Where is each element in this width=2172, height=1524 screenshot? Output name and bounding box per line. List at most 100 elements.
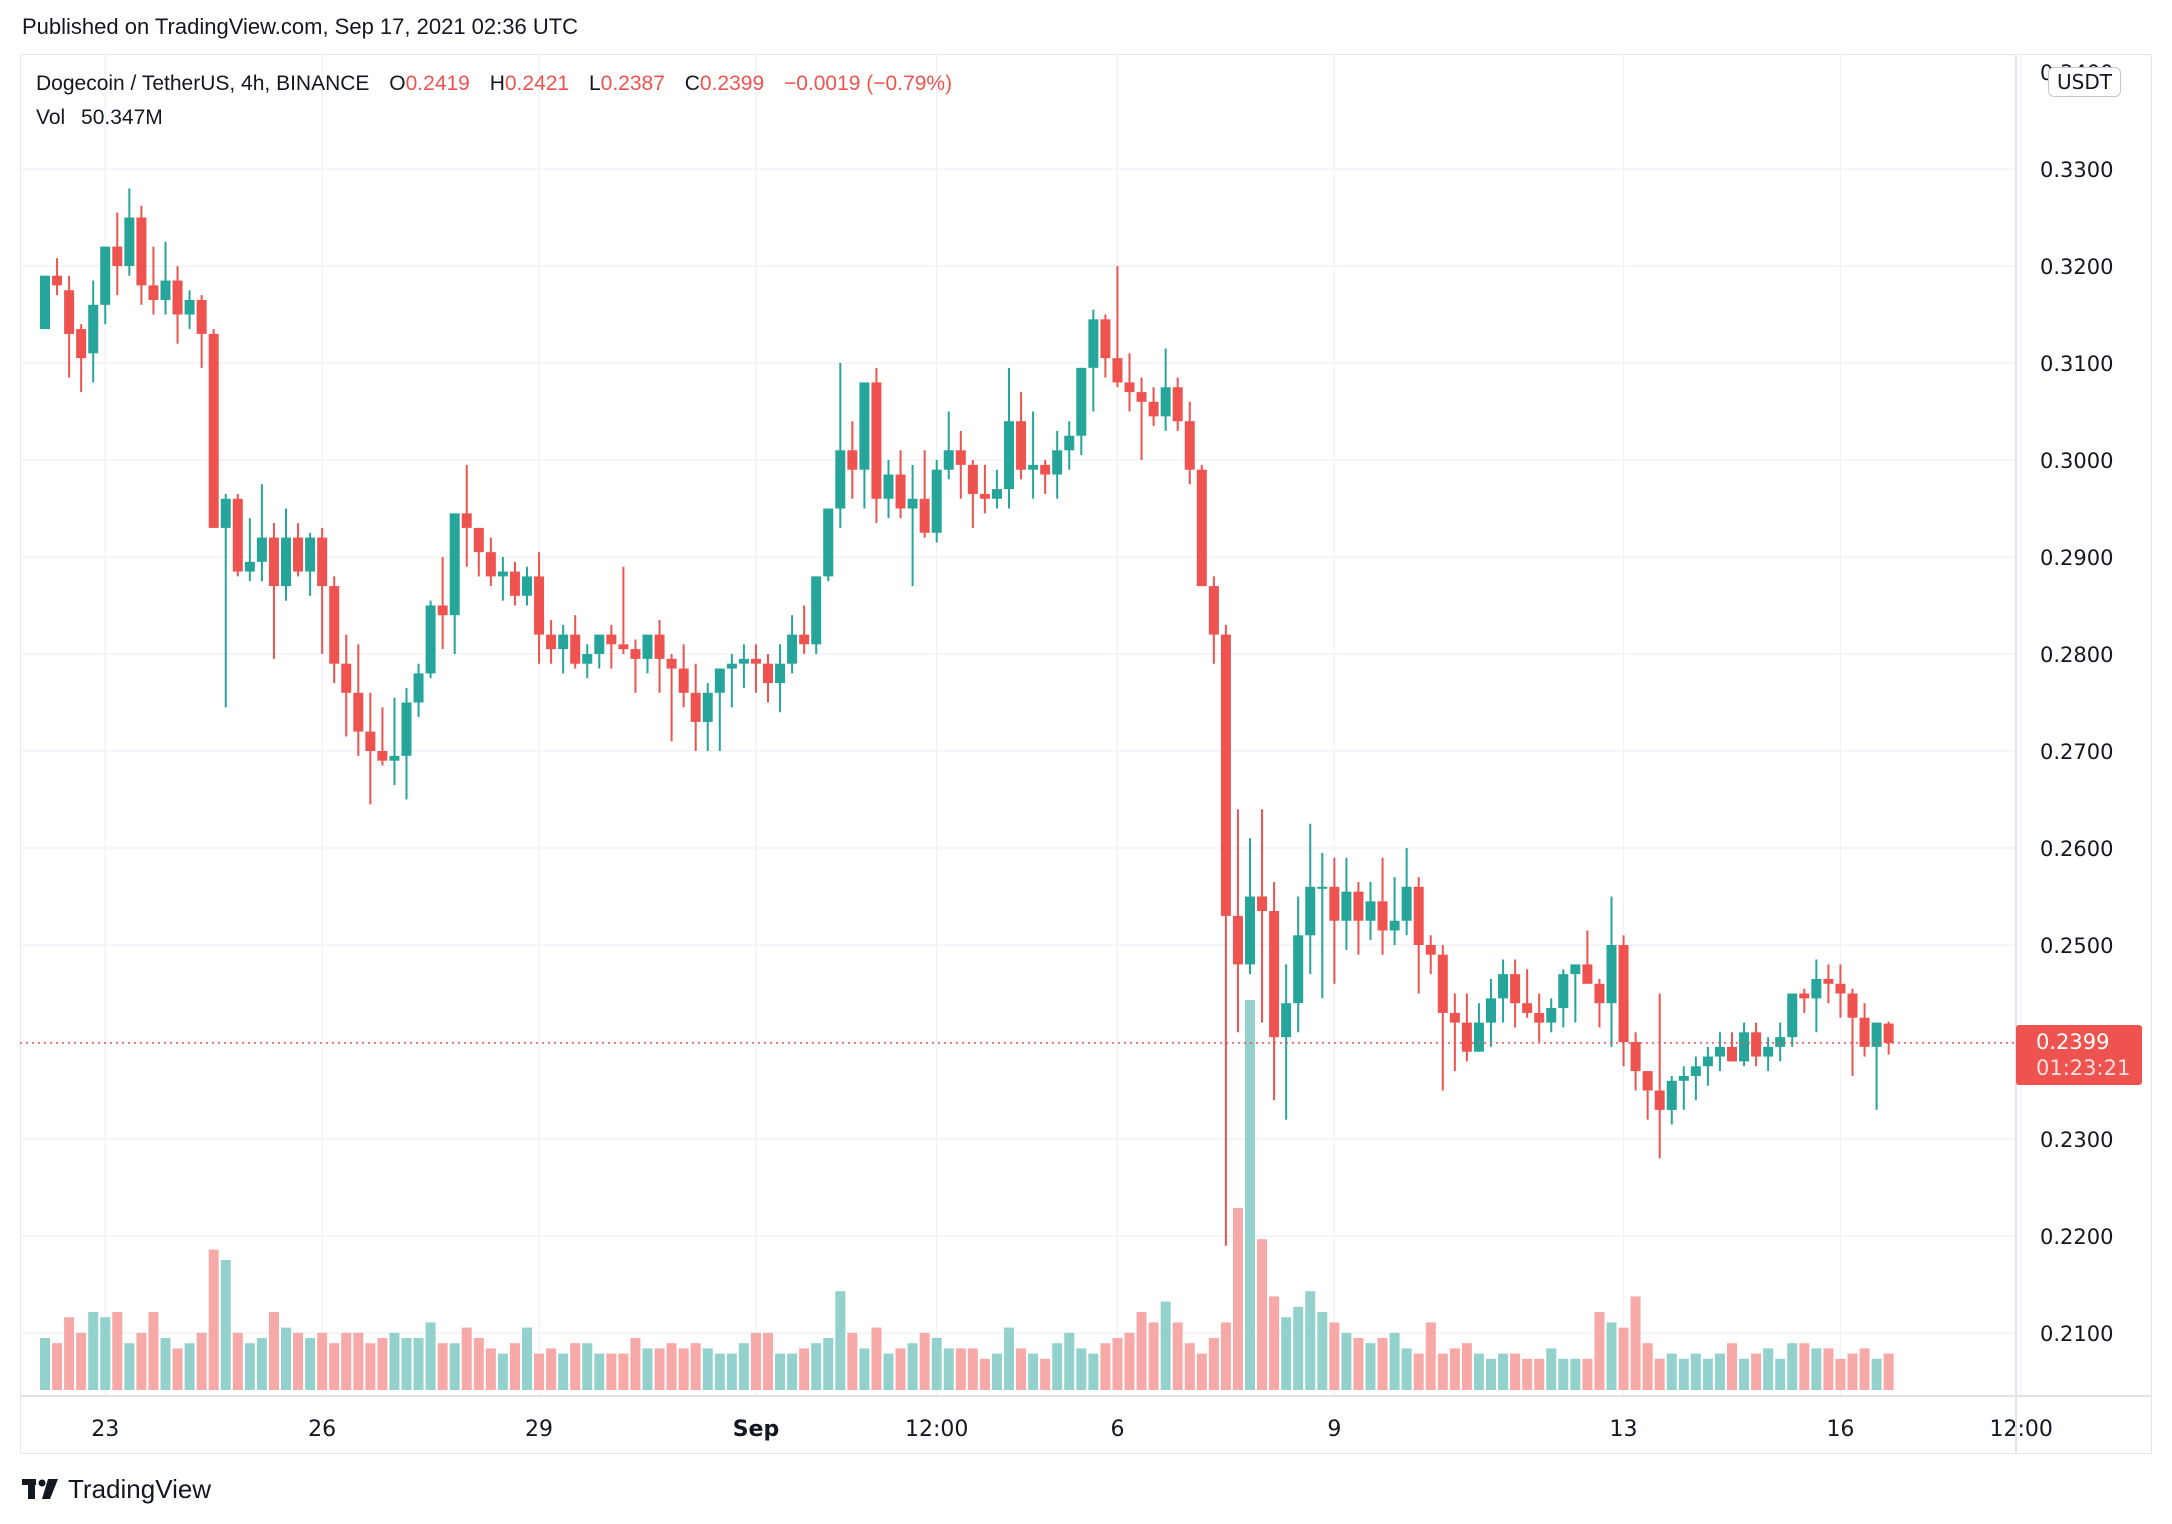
volume-bar bbox=[1341, 1332, 1352, 1390]
last-price-value: 0.2399 bbox=[2036, 1030, 2110, 1054]
low-label: L bbox=[588, 72, 601, 95]
currency-badge[interactable]: USDT bbox=[2048, 67, 2121, 97]
close-value: 0.2399 bbox=[699, 72, 765, 95]
brand-name: TradingView bbox=[68, 1474, 212, 1504]
price-chart[interactable]: 0.3300 0.3200 0.3100 0.3000 0.2900 0.2800 0.27… bbox=[20, 54, 2152, 1454]
candle-body bbox=[666, 658, 677, 669]
candle-body bbox=[714, 668, 725, 693]
x-tick-label: 29 bbox=[525, 1417, 553, 1442]
candle-body bbox=[847, 450, 858, 470]
candle-body bbox=[1702, 1056, 1713, 1067]
candle-body bbox=[208, 333, 219, 528]
candle-body bbox=[1377, 901, 1388, 931]
candle-body bbox=[1449, 1012, 1460, 1023]
ohlc-legend: Dogecoin / TetherUS, 4h, BINANCE O0.2419… bbox=[36, 72, 952, 96]
candle-body bbox=[1293, 935, 1304, 1004]
volume-bar bbox=[1076, 1348, 1087, 1390]
candle-body bbox=[1594, 983, 1605, 1004]
candle-body bbox=[558, 634, 569, 650]
volume-bar bbox=[52, 1343, 63, 1390]
volume-bar bbox=[1642, 1343, 1653, 1390]
candle-body bbox=[1582, 964, 1593, 984]
tradingview-logo[interactable]: TradingView bbox=[22, 1474, 211, 1505]
volume-bar bbox=[1064, 1332, 1075, 1390]
candle-body bbox=[967, 464, 978, 494]
high-value: 0.2421 bbox=[504, 72, 570, 95]
volume-bar bbox=[1690, 1353, 1701, 1390]
volume-bar bbox=[244, 1343, 255, 1390]
candle-body bbox=[401, 702, 412, 756]
volume-value: 50.347M bbox=[81, 106, 163, 129]
candle-body bbox=[88, 304, 99, 354]
candle-body bbox=[1365, 901, 1376, 921]
volume-bar bbox=[1558, 1358, 1569, 1390]
volume-bar bbox=[40, 1338, 50, 1390]
high-label: H bbox=[489, 72, 505, 95]
candle-body bbox=[811, 576, 822, 645]
candle-body bbox=[1666, 1080, 1677, 1110]
volume-bar bbox=[702, 1348, 713, 1390]
candle-body bbox=[1498, 974, 1509, 999]
volume-bar bbox=[1172, 1322, 1183, 1390]
candle-body bbox=[1883, 1023, 1894, 1043]
candle-body bbox=[365, 731, 376, 751]
volume-bar bbox=[787, 1353, 798, 1390]
candle-body bbox=[1040, 464, 1051, 475]
candle-body bbox=[979, 493, 990, 499]
candle-body bbox=[509, 571, 520, 596]
candle-body bbox=[1606, 945, 1617, 1004]
volume-bar bbox=[570, 1343, 581, 1390]
volume-bar bbox=[847, 1332, 858, 1390]
candle-body bbox=[1136, 392, 1147, 402]
candle-body bbox=[835, 450, 846, 509]
volume-bar bbox=[76, 1332, 87, 1390]
volume-bar bbox=[991, 1353, 1002, 1390]
y-tick-label: 0.2100 bbox=[2040, 1322, 2113, 1346]
volume-bar bbox=[690, 1343, 701, 1390]
volume-bar bbox=[919, 1332, 930, 1390]
volume-bar bbox=[1232, 1208, 1243, 1390]
volume-bar bbox=[522, 1327, 532, 1390]
volume-bar bbox=[1389, 1332, 1400, 1390]
candle-body bbox=[1522, 1003, 1533, 1013]
candle-body bbox=[1208, 586, 1219, 635]
volume-bar bbox=[1618, 1327, 1629, 1390]
candle-body bbox=[232, 498, 243, 572]
candle-body bbox=[1401, 886, 1412, 921]
volume-bar bbox=[1220, 1322, 1231, 1390]
candle-body bbox=[148, 285, 159, 300]
volume-bar bbox=[184, 1343, 195, 1390]
volume-bar bbox=[1425, 1322, 1436, 1390]
x-tick-label: 26 bbox=[308, 1417, 336, 1442]
candle-body bbox=[1847, 993, 1858, 1018]
volume-bar bbox=[220, 1260, 231, 1390]
candle-body bbox=[437, 605, 448, 616]
volume-bar bbox=[1293, 1306, 1304, 1390]
volume-bar bbox=[208, 1249, 219, 1390]
candle-body bbox=[919, 498, 930, 533]
volume-bar bbox=[738, 1343, 749, 1390]
candle-body bbox=[461, 513, 472, 528]
volume-bar bbox=[594, 1353, 605, 1390]
y-tick-label: 0.2800 bbox=[2040, 643, 2113, 667]
candle-body bbox=[220, 498, 231, 528]
volume-bar bbox=[1136, 1312, 1147, 1390]
volume-bar bbox=[1269, 1296, 1280, 1390]
volume-bar bbox=[654, 1348, 665, 1390]
volume-bar bbox=[497, 1353, 508, 1390]
volume-bar bbox=[377, 1338, 388, 1390]
candle-body bbox=[690, 692, 701, 722]
volume-bar bbox=[1823, 1348, 1834, 1390]
volume-label: Vol bbox=[36, 106, 66, 129]
volume-bar bbox=[1052, 1343, 1063, 1390]
candle-body bbox=[425, 605, 436, 674]
volume-bar bbox=[1582, 1358, 1593, 1390]
candle-body bbox=[1088, 319, 1099, 368]
candle-body bbox=[883, 474, 894, 499]
candle-body bbox=[196, 299, 207, 334]
volume-bar bbox=[485, 1348, 496, 1390]
candle-body bbox=[1473, 1022, 1484, 1052]
candle-body bbox=[799, 634, 810, 645]
y-tick-label: 0.2200 bbox=[2040, 1225, 2113, 1249]
volume-bar bbox=[1570, 1358, 1581, 1390]
